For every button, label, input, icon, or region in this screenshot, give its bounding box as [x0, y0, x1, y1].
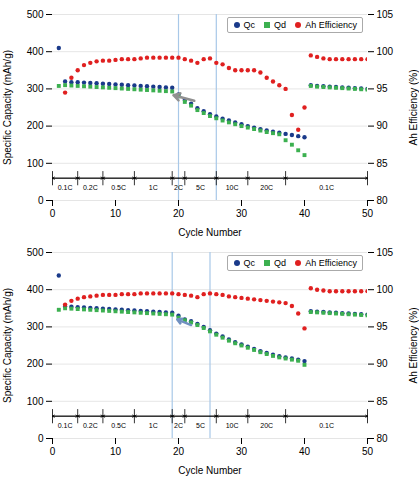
svg-text:Cycle Number: Cycle Number: [178, 465, 242, 476]
svg-text:0.2C: 0.2C: [83, 422, 98, 429]
svg-text:Ah Efficiency (%): Ah Efficiency (%): [408, 70, 419, 146]
svg-text:100: 100: [377, 46, 394, 57]
svg-text:20C: 20C: [260, 184, 273, 191]
svg-text:0: 0: [50, 208, 56, 219]
svg-text:5C: 5C: [196, 184, 205, 191]
svg-text:200: 200: [27, 358, 44, 369]
svg-text:0: 0: [38, 195, 44, 206]
svg-text:2C: 2C: [174, 184, 183, 191]
svg-text:0.1C: 0.1C: [319, 422, 334, 429]
svg-text:95: 95: [377, 83, 389, 94]
svg-text:300: 300: [27, 83, 44, 94]
svg-text:20: 20: [173, 446, 185, 457]
svg-text:0: 0: [38, 433, 44, 444]
html-text:Qc: Qc: [243, 20, 256, 30]
svg-text:Ah Efficiency (%): Ah Efficiency (%): [408, 308, 419, 384]
svg-text:5C: 5C: [196, 422, 205, 429]
svg-text:200: 200: [27, 120, 44, 131]
svg-text:30: 30: [236, 208, 248, 219]
svg-text:1C: 1C: [149, 184, 158, 191]
svg-text:100: 100: [27, 396, 44, 407]
svg-text:10C: 10C: [226, 184, 239, 191]
svg-text:10: 10: [110, 446, 122, 457]
html-text:Ah Efficiency: Ah Efficiency: [305, 258, 357, 268]
svg-text:Specific Capacity (mAh/g): Specific Capacity (mAh/g): [2, 50, 13, 165]
html-text:Qd: Qd: [274, 258, 287, 268]
svg-text:85: 85: [377, 158, 389, 169]
svg-text:400: 400: [27, 284, 44, 295]
html-text:Ah Efficiency: Ah Efficiency: [305, 20, 357, 30]
svg-text:1C: 1C: [149, 422, 158, 429]
svg-text:400: 400: [27, 46, 44, 57]
svg-text:105: 105: [377, 9, 394, 20]
svg-text:20C: 20C: [260, 422, 273, 429]
svg-text:100: 100: [27, 158, 44, 169]
svg-text:105: 105: [377, 247, 394, 258]
svg-text:80: 80: [377, 195, 389, 206]
svg-text:90: 90: [377, 358, 389, 369]
svg-text:80: 80: [377, 433, 389, 444]
svg-text:0.1C: 0.1C: [58, 184, 73, 191]
svg-text:0.5C: 0.5C: [111, 184, 126, 191]
svg-text:85: 85: [377, 396, 389, 407]
svg-text:Specific Capacity (mAh/g): Specific Capacity (mAh/g): [2, 288, 13, 403]
svg-text:Cycle Number: Cycle Number: [178, 227, 242, 238]
html-text:Qd: Qd: [274, 20, 287, 30]
svg-text:0.2C: 0.2C: [83, 184, 98, 191]
svg-text:0.1C: 0.1C: [58, 422, 73, 429]
svg-text:500: 500: [27, 247, 44, 258]
svg-text:0: 0: [50, 446, 56, 457]
svg-text:500: 500: [27, 9, 44, 20]
svg-text:20: 20: [173, 208, 185, 219]
svg-text:40: 40: [299, 208, 311, 219]
svg-text:90: 90: [377, 120, 389, 131]
svg-text:50: 50: [362, 446, 374, 457]
svg-text:10: 10: [110, 208, 122, 219]
svg-text:10C: 10C: [226, 422, 239, 429]
svg-text:95: 95: [377, 321, 389, 332]
svg-text:0.5C: 0.5C: [111, 422, 126, 429]
svg-text:0.1C: 0.1C: [319, 184, 334, 191]
svg-text:50: 50: [362, 208, 374, 219]
html-text:Qc: Qc: [243, 258, 256, 268]
svg-text:100: 100: [377, 284, 394, 295]
svg-text:300: 300: [27, 321, 44, 332]
svg-text:30: 30: [236, 446, 248, 457]
svg-text:40: 40: [299, 446, 311, 457]
svg-text:2C: 2C: [174, 422, 183, 429]
